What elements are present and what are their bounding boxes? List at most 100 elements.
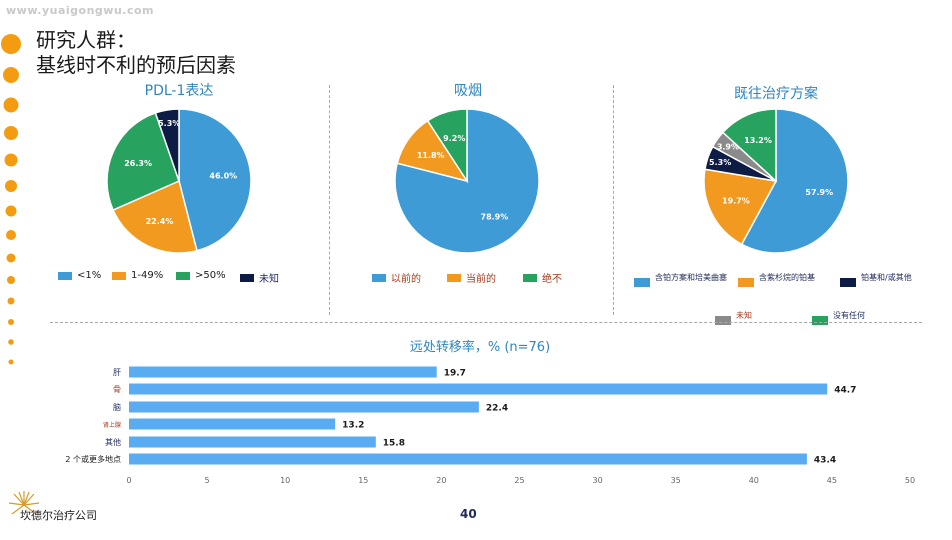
pie-slice-label: 46.0%: [209, 171, 237, 180]
bar-category-label: 脑: [113, 402, 121, 412]
legend-swatch: [840, 278, 856, 287]
x-tick-label: 5: [205, 476, 210, 485]
legend-label: 没有任何: [833, 311, 865, 320]
bar: [129, 401, 479, 413]
legend-item: 含紫杉烷的铂基: [738, 268, 815, 287]
legend-swatch: [58, 271, 72, 280]
pie-slice-label: 22.4%: [146, 217, 174, 226]
decorative-dot: [7, 276, 15, 284]
legend-item: 绝不: [523, 270, 562, 285]
x-tick-label: 15: [358, 476, 368, 485]
pie-slice: [721, 108, 777, 183]
bar-chart-metastasis: 肝 19.7 骨 44.7 脑 22.4 肾上腺 13.2 其他 15.8 2 个或更多地点 43.4…: [65, 366, 915, 485]
x-tick-label: 35: [671, 476, 681, 485]
legend-swatch: [523, 273, 537, 282]
pie-slice-label: 19.7%: [722, 197, 750, 206]
decorative-dot: [8, 339, 14, 345]
company-logo-icon: [8, 491, 40, 515]
legend-swatch: [176, 271, 190, 280]
pie-slice: [106, 112, 180, 211]
pie-smoking-title: 吸烟: [454, 83, 482, 99]
legend-label: <1%: [77, 270, 102, 281]
decorative-dot-column: [1, 34, 21, 365]
bar-category-label: 肝: [113, 368, 121, 377]
decorative-dot: [4, 126, 18, 140]
pie-slice: [426, 108, 468, 184]
slide-title-line2: 基线时不利的预后因素: [36, 53, 236, 77]
bar: [129, 366, 437, 378]
legend-item: 铂基和/或其他: [840, 268, 912, 287]
legend-swatch: [812, 316, 828, 325]
pie-slice-label: 9.2%: [443, 134, 465, 143]
decorative-dot: [6, 253, 16, 263]
legend-swatch: [738, 278, 754, 287]
legend-label: 绝不: [542, 274, 562, 285]
bar: [129, 383, 828, 395]
legend-label: 1-49%: [131, 270, 164, 281]
bar: [129, 436, 376, 448]
decorative-dot: [4, 153, 18, 167]
x-tick-label: 10: [280, 476, 290, 485]
decorative-dot: [5, 205, 17, 217]
legend-item: 未知: [715, 306, 752, 325]
pie-slice-label: 78.9%: [481, 212, 509, 221]
x-tick-label: 0: [126, 476, 131, 485]
legend-item: <1%: [58, 270, 101, 281]
legend-item: 未知: [240, 270, 279, 285]
pie-slice: [703, 168, 778, 246]
decorative-dot: [1, 34, 21, 54]
legend-swatch: [112, 271, 126, 280]
separator-1: [329, 85, 330, 315]
pie-slice: [178, 108, 252, 252]
legend-item: 以前的: [372, 270, 421, 285]
slide-title: 研究人群： 基线时不利的预后因素: [36, 28, 236, 78]
pie-slice-label: 26.3%: [124, 159, 152, 168]
bar-value-label: 15.8: [383, 439, 405, 449]
legend-label: 含铂方案和培美曲塞: [655, 273, 727, 282]
bar-chart-title: 远处转移率，% (n=76): [409, 340, 551, 355]
slide-title-line1: 研究人群：: [36, 28, 136, 52]
bar-value-label: 19.7: [444, 369, 466, 379]
pie-slice: [112, 179, 198, 254]
decorative-dot: [3, 97, 19, 113]
legend-label: 当前的: [466, 274, 496, 285]
bar: [129, 418, 336, 430]
bar: [129, 453, 807, 465]
x-tick-label: 40: [749, 476, 759, 485]
legend-swatch: [447, 273, 461, 282]
pie-slice-label: 11.8%: [417, 151, 445, 160]
pie-slice-label: 5.3%: [158, 119, 180, 128]
pie-prior-therapy-title: 既往治疗方案: [734, 86, 818, 102]
x-tick-label: 50: [905, 476, 915, 485]
legend-item: 没有任何: [812, 306, 865, 325]
legend-item: 当前的: [447, 270, 496, 285]
legend-label: >50%: [195, 270, 226, 281]
pie-slice: [740, 108, 849, 254]
x-tick-label: 25: [514, 476, 524, 485]
legend-swatch: [240, 273, 254, 282]
watermark: www.yuaigongwu.com: [6, 4, 155, 17]
pie-pdl1-title: PDL-1表达: [144, 83, 214, 99]
pie-slice-label: 57.9%: [805, 188, 833, 197]
legend-swatch: [715, 316, 731, 325]
legend-item: 1-49%: [112, 270, 163, 281]
x-tick-label: 45: [827, 476, 837, 485]
legend-label: 未知: [736, 311, 752, 320]
decorative-dot: [5, 180, 17, 192]
bar-value-label: 43.4: [814, 456, 836, 466]
legend-swatch: [634, 278, 650, 287]
legend-label: 以前的: [391, 274, 421, 285]
bar-category-label: 2 个或更多地点: [65, 454, 121, 464]
bar-category-label: 其他: [105, 437, 121, 447]
bar-category-label: 肾上腺: [103, 421, 121, 429]
bar-value-label: 44.7: [834, 386, 856, 396]
decorative-dot: [6, 230, 16, 240]
pie-slice-label: 5.3%: [709, 158, 731, 167]
decorative-dot: [7, 297, 15, 305]
x-tick-label: 30: [593, 476, 603, 485]
legend-swatch: [372, 273, 386, 282]
pie-slice-label: 3.9%: [717, 143, 739, 152]
